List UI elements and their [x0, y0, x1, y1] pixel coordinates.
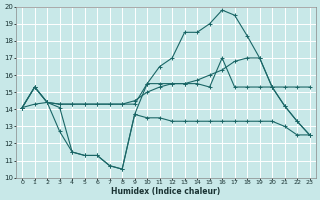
X-axis label: Humidex (Indice chaleur): Humidex (Indice chaleur) — [111, 187, 220, 196]
